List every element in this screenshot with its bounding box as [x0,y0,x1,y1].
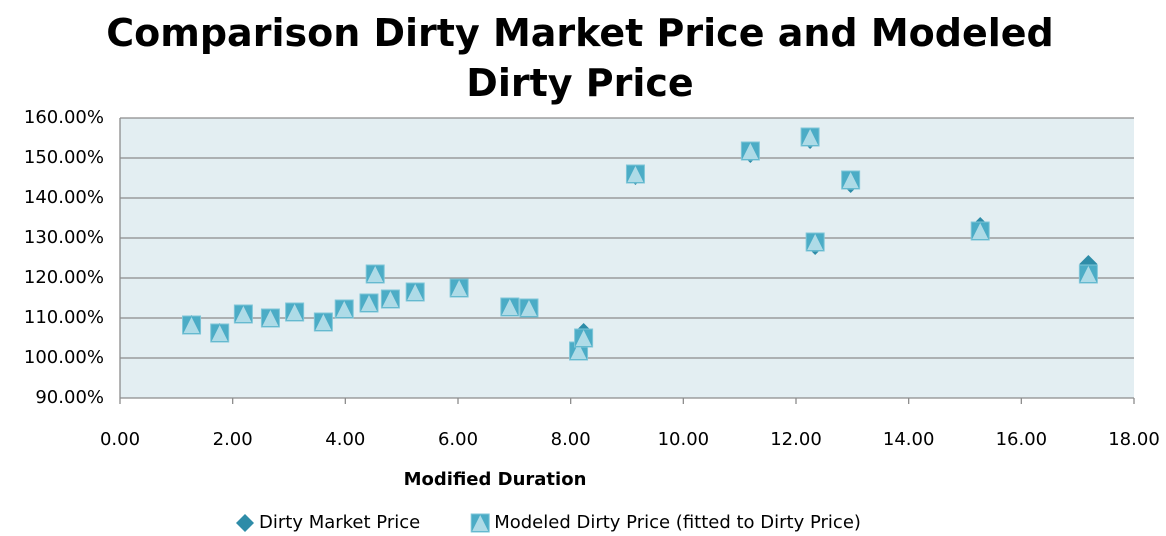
square-highlight [501,299,518,315]
x-tick-label: 16.00 [996,429,1048,450]
square-marker [210,323,230,343]
square-marker [380,289,400,309]
square-highlight [742,143,759,159]
y-tick-label: 110.00% [24,307,104,328]
square-marker [182,315,202,335]
x-axis-label: Modified Duration [404,469,587,490]
square-highlight [286,304,303,320]
square-highlight [451,280,468,296]
square-marker [470,513,490,533]
x-tick-label: 18.00 [1108,429,1160,450]
chart-title: Comparison Dirty Market Price and Modele… [106,11,1054,105]
square-marker [800,127,820,147]
y-tick-label: 120.00% [24,267,104,288]
x-tick-label: 4.00 [325,429,365,450]
square-marker [500,297,520,317]
square-marker [625,164,645,184]
square-marker [365,264,385,284]
square-marker [334,299,354,319]
y-tick-label: 160.00% [24,107,104,128]
square-marker [405,282,425,302]
x-tick-label: 0.00 [100,429,140,450]
square-marker [805,232,825,252]
square-highlight [807,234,824,250]
square-marker [285,302,305,322]
square-highlight [360,295,377,311]
square-highlight [1080,266,1097,282]
square-marker [574,328,594,348]
square-highlight [382,291,399,307]
square-highlight [570,343,587,359]
diamond-marker [236,514,254,532]
square-highlight [315,314,332,330]
square-highlight [802,129,819,145]
square-highlight [367,266,384,282]
square-highlight [472,515,489,531]
legend-label: Modeled Dirty Price (fitted to Dirty Pri… [494,512,861,533]
x-tick-label: 6.00 [438,429,478,450]
square-marker [359,293,379,313]
x-tick-label: 8.00 [551,429,591,450]
square-highlight [972,223,989,239]
square-marker [233,304,253,324]
square-marker [519,298,539,318]
square-highlight [183,317,200,333]
square-marker [449,278,469,298]
square-highlight [407,284,424,300]
square-highlight [627,166,644,182]
square-highlight [575,330,592,346]
legend-label: Dirty Market Price [259,512,420,533]
square-highlight [520,300,537,316]
square-marker [1078,264,1098,284]
plot-area [120,118,1134,398]
square-marker [841,170,861,190]
square-highlight [211,325,228,341]
x-tick-label: 2.00 [213,429,253,450]
y-tick-label: 150.00% [24,147,104,168]
x-tick-label: 14.00 [883,429,935,450]
y-tick-label: 130.00% [24,227,104,248]
y-tick-label: 100.00% [24,347,104,368]
square-highlight [336,301,353,317]
square-marker [260,308,280,328]
square-marker [970,221,990,241]
square-highlight [262,310,279,326]
x-tick-label: 12.00 [770,429,822,450]
square-highlight [235,306,252,322]
square-marker [740,141,760,161]
square-highlight [842,172,859,188]
y-tick-label: 140.00% [24,187,104,208]
y-tick-label: 90.00% [35,387,104,408]
square-marker [313,312,333,332]
x-tick-label: 10.00 [658,429,710,450]
